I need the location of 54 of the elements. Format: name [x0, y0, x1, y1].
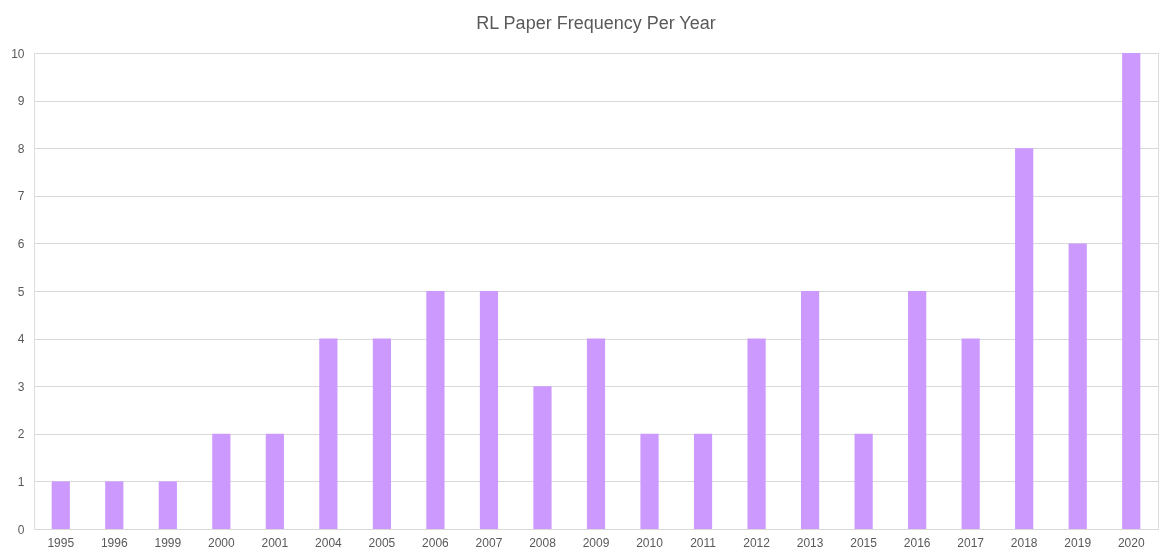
x-tick-label: 1995	[47, 535, 75, 550]
x-tick-label: 2020	[1117, 535, 1145, 550]
x-tick-label: 2010	[636, 535, 664, 550]
bar	[640, 433, 659, 529]
x-tick-label: 2018	[1010, 535, 1038, 550]
x-tick-label: 2017	[957, 535, 985, 550]
y-tick-label: 4	[17, 332, 25, 347]
x-tick-label: 2000	[207, 535, 235, 550]
bar	[693, 433, 713, 529]
y-tick-label: 8	[17, 141, 25, 156]
y-tick-label: 6	[17, 236, 25, 251]
bar	[51, 481, 70, 529]
bar	[961, 338, 980, 529]
bar	[105, 481, 124, 529]
x-tick-label: 2005	[368, 535, 396, 550]
y-tick-label: 0	[17, 522, 25, 537]
x-tick-label: 2006	[422, 535, 450, 550]
x-tick-label: 2011	[690, 535, 717, 550]
bar	[854, 433, 873, 529]
bar	[908, 291, 927, 529]
x-tick-label: 2016	[903, 535, 931, 550]
bar	[533, 386, 552, 529]
x-tick-label: 1999	[154, 535, 182, 550]
x-tick-label: 2019	[1064, 535, 1092, 550]
bar	[265, 433, 284, 529]
x-tick-label: 2012	[743, 535, 771, 550]
bar	[319, 338, 338, 529]
x-tick-label: 2015	[850, 535, 878, 550]
y-tick-label: 5	[17, 284, 25, 299]
x-tick-label: 1996	[100, 535, 128, 550]
bar	[372, 338, 391, 529]
y-tick-label: 7	[17, 189, 25, 204]
y-tick-label: 3	[17, 379, 25, 394]
x-tick-label: 2013	[796, 535, 824, 550]
bar	[479, 291, 499, 529]
bar	[586, 338, 606, 529]
y-tick-label: 1	[17, 474, 25, 489]
chart-title: RL Paper Frequency Per Year	[476, 13, 716, 33]
bar	[426, 291, 445, 529]
bar	[1122, 53, 1141, 529]
y-tick-label: 9	[17, 94, 25, 109]
x-tick-label: 2007	[475, 535, 503, 550]
x-tick-label: 2004	[315, 535, 343, 550]
x-tick-label: 2001	[261, 535, 289, 550]
y-tick-label: 10	[11, 46, 25, 61]
bar	[1068, 243, 1087, 529]
bar	[747, 338, 766, 529]
bar	[212, 433, 231, 529]
x-tick-label: 2008	[529, 535, 557, 550]
bar	[1015, 148, 1034, 529]
bar	[801, 291, 820, 529]
x-tick-label: 2009	[582, 535, 610, 550]
y-tick-label: 2	[17, 427, 25, 442]
bar	[158, 481, 177, 529]
